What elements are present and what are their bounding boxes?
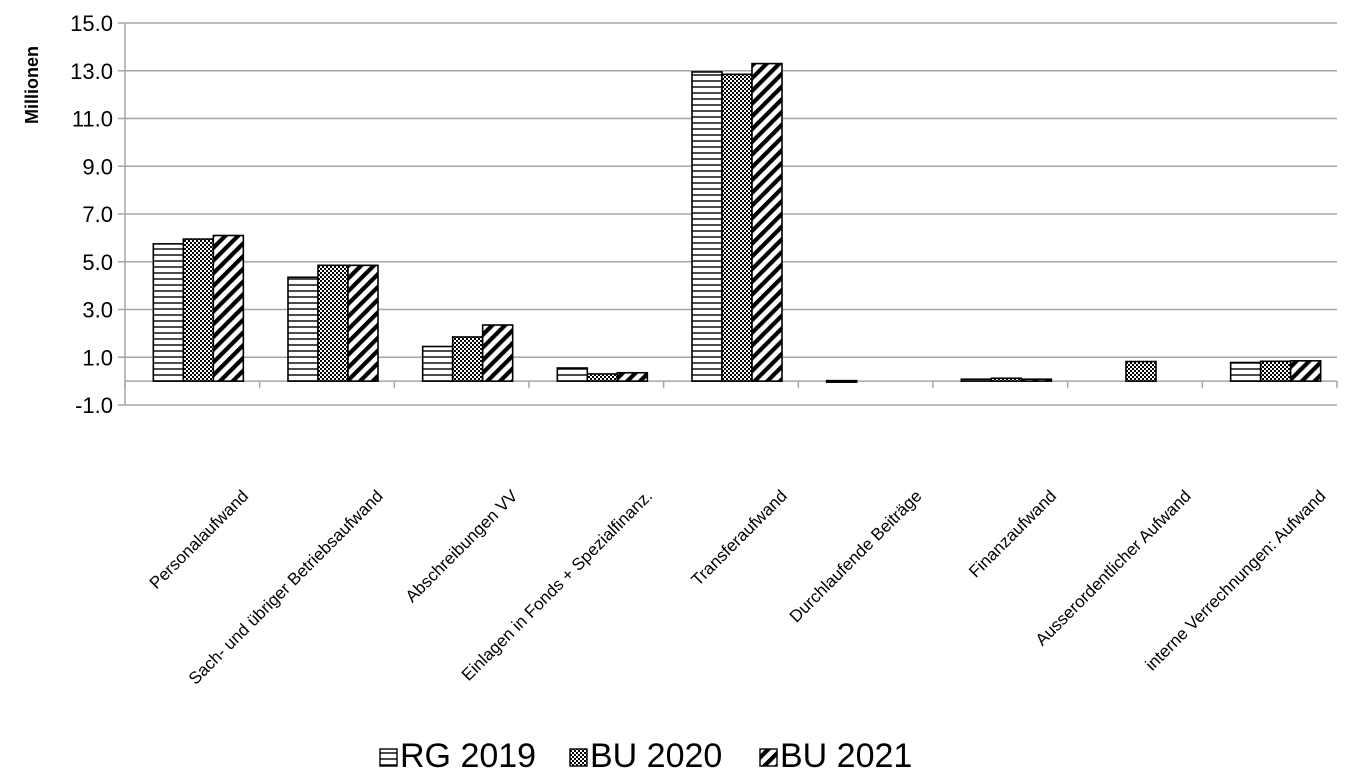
legend-swatch-dotted-crosshatch (569, 748, 588, 767)
bar-bu-2020 (182, 238, 215, 382)
legend-swatch-horizontal-lines (379, 748, 398, 767)
y-tick-label: 9.0 (82, 154, 113, 179)
legend-label: BU 2020 (590, 737, 722, 775)
bar-bu-2021 (347, 264, 379, 382)
x-category-label: Transferaufwand (688, 486, 791, 589)
y-tick-label: 1.0 (82, 345, 113, 370)
legend-label: RG 2019 (400, 737, 536, 775)
bar-rg-2019 (691, 71, 723, 382)
y-axis-tick-labels: 15.0 13.0 11.0 9.0 7.0 5.0 3.0 1.0 -1.0 (70, 11, 113, 418)
legend-swatch-diagonal-lines (759, 748, 778, 767)
y-axis-title: Millionen (22, 46, 42, 124)
bar-rg-2019 (1229, 361, 1262, 382)
bar-bu-2020 (721, 73, 753, 382)
bar-bu-2021 (1289, 360, 1322, 382)
bar-bu-2021 (616, 371, 649, 382)
bar-bu-2021 (481, 324, 514, 382)
bar-bu-2021 (1020, 378, 1053, 382)
x-category-label: Durchlaufende Beiträge (786, 486, 926, 626)
bar-bu-2020 (990, 377, 1023, 382)
bar-bu-2020 (586, 373, 619, 382)
y-tick-label: -1.0 (75, 393, 113, 418)
bar-rg-2019 (960, 378, 993, 382)
x-category-label: Personalaufwand (146, 486, 252, 592)
bar-rg-2019 (825, 379, 858, 383)
bar-bu-2020 (1125, 360, 1157, 382)
y-tick-label: 11.0 (72, 107, 113, 132)
y-tick-label: 7.0 (82, 202, 113, 227)
x-category-label: Abschreibungen VV (402, 486, 522, 606)
bar-rg-2019 (287, 276, 319, 382)
bar-rg-2019 (421, 345, 454, 382)
y-tick-label: 13.0 (70, 59, 113, 84)
bar-rg-2019 (556, 367, 589, 382)
bar-bu-2021 (212, 234, 245, 382)
y-tick-label: 3.0 (82, 298, 113, 323)
bar-bu-2021 (751, 62, 783, 382)
x-category-label: Ausserordentlicher Aufwand (1032, 486, 1195, 649)
bars (152, 62, 1322, 383)
legend: RG 2019 BU 2020 BU 2021 (379, 737, 912, 775)
bar-rg-2019 (152, 243, 185, 382)
bar-bu-2020 (451, 336, 484, 382)
y-tick-label: 15.0 (70, 11, 113, 36)
bar-bu-2020 (317, 264, 349, 382)
bar-bu-2020 (1259, 360, 1292, 382)
y-tick-label: 5.0 (82, 250, 113, 275)
legend-label: BU 2021 (780, 737, 912, 775)
x-category-label: Finanzaufwand (965, 486, 1060, 581)
